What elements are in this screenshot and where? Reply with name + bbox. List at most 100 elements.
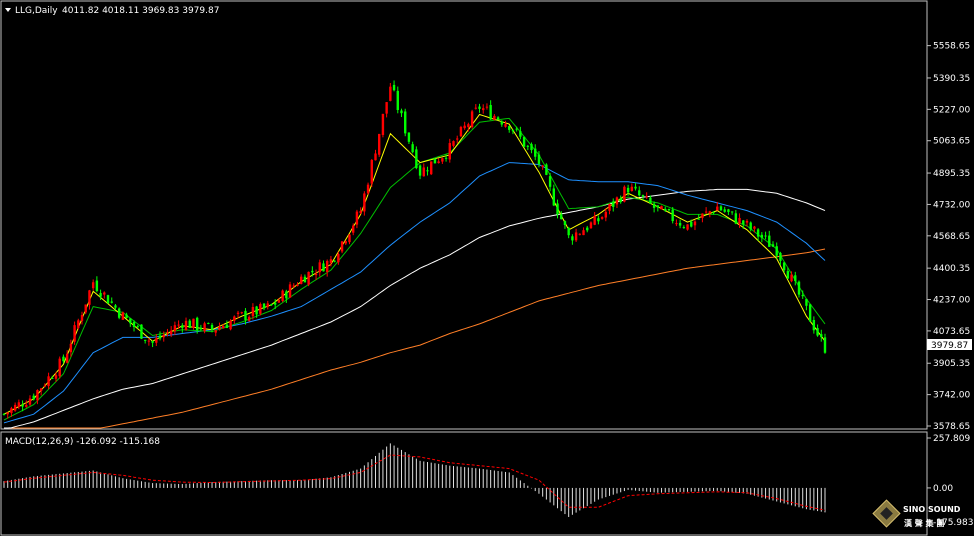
candle-body	[775, 246, 778, 256]
candle-body	[597, 218, 600, 222]
candle-body	[333, 260, 336, 262]
candle-body	[84, 304, 87, 313]
candle-body	[745, 220, 749, 223]
candle-body	[143, 339, 147, 341]
candle-body	[656, 205, 660, 208]
candle-body	[508, 126, 511, 130]
candle-body	[470, 111, 474, 128]
candle-body	[716, 206, 719, 211]
candle-body	[392, 84, 396, 91]
candle-body	[210, 324, 214, 330]
candle-body	[749, 222, 752, 230]
candle-body	[671, 209, 674, 222]
candle-body	[51, 377, 54, 379]
candle-body	[823, 337, 827, 353]
candle-body	[437, 161, 440, 164]
candle-body	[697, 218, 700, 220]
candle-body	[13, 404, 17, 411]
candle-body	[482, 108, 485, 111]
candle-body	[712, 212, 715, 214]
macd-panel-frame	[0, 431, 928, 536]
candle-body	[708, 211, 712, 214]
candle-body	[229, 320, 232, 330]
candle-body	[314, 273, 318, 276]
price-tick-label: 4400.35	[933, 264, 970, 274]
candle-body	[147, 340, 151, 342]
candle-body	[522, 136, 526, 147]
candle-body	[734, 213, 738, 224]
candle-body	[675, 223, 678, 225]
candle-body	[285, 291, 288, 299]
candle-body	[2, 413, 6, 415]
candle-body	[136, 326, 139, 328]
candle-body	[151, 341, 154, 343]
candle-body	[552, 188, 556, 206]
candle-body	[73, 325, 76, 342]
candle-body	[177, 324, 180, 326]
candle-body	[299, 276, 303, 284]
symbol-label: LLG,Daily	[15, 6, 58, 16]
macd-tick-label: 0.00	[933, 484, 953, 494]
current-price-marker: 3979.87	[927, 339, 972, 351]
candle-body	[753, 226, 756, 229]
candle-body	[181, 325, 184, 329]
candle-body	[682, 227, 686, 229]
candle-body	[541, 165, 544, 167]
candle-body	[563, 221, 567, 225]
macd-panel[interactable]: 257.809 0.00 -175.983 MACD(12,26,9) -126.0…	[0, 431, 973, 536]
candle-body	[690, 221, 693, 227]
candle-body	[456, 138, 459, 140]
candle-body	[54, 375, 58, 379]
candle-body	[17, 402, 21, 407]
candle-body	[103, 292, 106, 295]
candle-body	[485, 106, 489, 108]
candle-body	[560, 214, 563, 220]
candle-body	[742, 220, 745, 225]
macd-label: MACD(12,26,9) -126.092 -115.168	[5, 437, 160, 447]
candle-body	[129, 318, 132, 324]
candle-body	[790, 274, 793, 282]
candle-body	[62, 356, 65, 362]
candle-body	[155, 338, 158, 343]
candle-body	[641, 195, 645, 197]
candle-body	[578, 233, 582, 235]
candle-body	[6, 412, 9, 415]
candle-body	[58, 358, 61, 377]
candlesticks	[2, 80, 827, 419]
candle-body	[158, 335, 162, 339]
candle-body	[548, 176, 552, 187]
candle-body	[370, 159, 373, 184]
candle-body	[686, 224, 689, 230]
candle-body	[571, 236, 574, 241]
candle-body	[411, 144, 414, 153]
candle-body	[166, 331, 169, 333]
candle-body	[195, 317, 199, 331]
candle-body	[259, 304, 262, 314]
price-tick-label: 4732.00	[933, 200, 970, 210]
candle-body	[169, 330, 173, 335]
candle-body	[638, 190, 641, 196]
ma-orange-line	[4, 248, 826, 429]
candle-body	[162, 335, 165, 338]
candle-body	[422, 167, 425, 177]
candle-body	[244, 310, 247, 320]
candle-body	[452, 141, 455, 146]
candle-body	[545, 164, 548, 175]
candle-body	[106, 295, 110, 304]
logo-line1: SINO SOUND	[903, 505, 961, 514]
price-panel[interactable]: 5558.65 5390.35 5227.00 5063.65 4895.35 4732.…	[0, 0, 972, 432]
candle-body	[537, 154, 541, 164]
ma-green-line	[3, 117, 826, 421]
candle-body	[88, 290, 91, 305]
candle-body	[678, 222, 682, 226]
candle-body	[459, 126, 463, 137]
ma-blue-line	[3, 162, 826, 424]
candle-body	[236, 312, 240, 314]
candle-body	[188, 320, 191, 328]
header-triangle-icon[interactable]	[5, 8, 11, 12]
candle-body	[363, 193, 366, 212]
candle-body	[396, 90, 399, 110]
candle-body	[10, 408, 13, 414]
candle-body	[288, 284, 292, 298]
